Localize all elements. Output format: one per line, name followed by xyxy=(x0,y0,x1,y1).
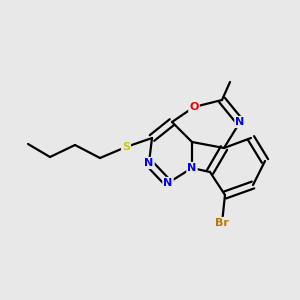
Text: N: N xyxy=(236,117,244,127)
Text: S: S xyxy=(122,142,130,152)
Text: N: N xyxy=(188,163,196,173)
Text: N: N xyxy=(144,158,154,168)
Text: N: N xyxy=(164,178,172,188)
Text: Br: Br xyxy=(215,218,229,228)
Text: O: O xyxy=(189,102,199,112)
